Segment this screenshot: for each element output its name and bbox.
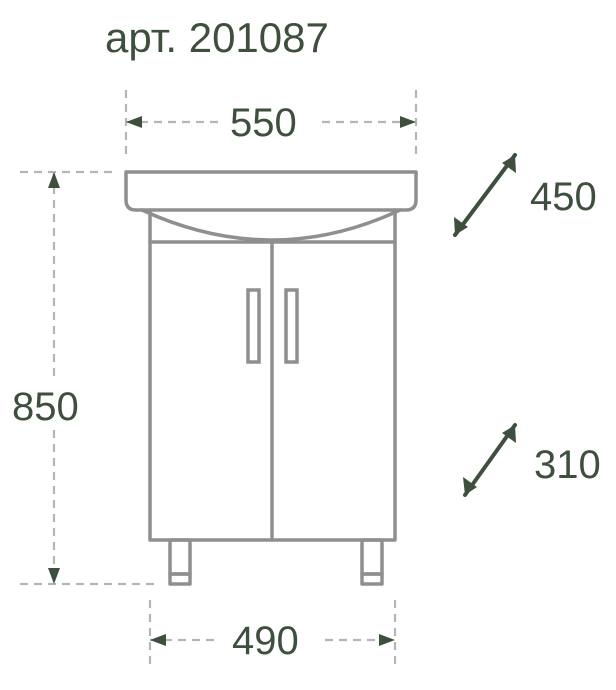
dimension-width-top: 550 (126, 90, 416, 160)
dimension-depth-bottom: 310 (463, 425, 601, 495)
leg-left (170, 540, 190, 584)
door-handle-right (286, 290, 297, 362)
dim-width-top-value: 550 (230, 101, 297, 145)
dimension-width-bottom: 490 (150, 600, 395, 665)
dimension-height: 850 (12, 172, 155, 584)
dim-depth-bottom-value: 310 (534, 443, 601, 487)
basin-curve (142, 210, 400, 240)
door-handle-left (248, 290, 259, 362)
cabinet-illustration (126, 172, 416, 584)
leg-right (362, 540, 382, 584)
dim-depth-top-value: 450 (530, 175, 597, 219)
technical-drawing: арт. 201087 550 850 490 450 (0, 0, 616, 690)
dim-width-bottom-value: 490 (232, 619, 299, 663)
article-number: арт. 201087 (105, 14, 329, 61)
sink-top (126, 172, 416, 210)
dimension-depth-top: 450 (454, 155, 597, 235)
dim-height-value: 850 (12, 385, 79, 429)
